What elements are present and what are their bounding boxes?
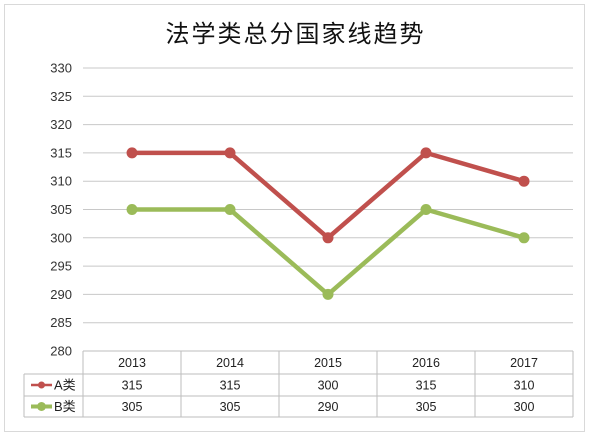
- y-tick-label: 305: [50, 202, 72, 217]
- chart-title: 法学类总分国家线趋势: [165, 20, 426, 48]
- data-point: [322, 232, 334, 244]
- data-point: [126, 204, 138, 215]
- x-category-label: 2016: [412, 356, 440, 370]
- x-category-label: 2014: [216, 356, 244, 370]
- y-tick-label: 315: [50, 145, 72, 160]
- y-tick-label: 325: [50, 89, 72, 104]
- data-point: [518, 232, 530, 244]
- series-line: [129, 150, 527, 241]
- y-tick-label: 330: [50, 61, 72, 76]
- data-label: 315: [416, 379, 437, 393]
- x-category-label: 2015: [314, 356, 342, 370]
- data-label: 305: [122, 400, 143, 414]
- y-tick-label: 320: [50, 117, 72, 132]
- data-point: [420, 204, 432, 215]
- y-tick-label: 290: [50, 287, 72, 302]
- y-tick-label: 310: [50, 174, 72, 189]
- gridlines: [83, 67, 573, 324]
- data-table: 2013 2014 2015 2016 2017 A类 315 315 300 315 310 B类 3…: [23, 350, 574, 418]
- data-point: [518, 175, 530, 187]
- series-line: [129, 207, 527, 297]
- data-point: [224, 204, 236, 215]
- data-label: 300: [318, 379, 339, 393]
- data-label: 315: [220, 379, 241, 393]
- data-label: 305: [220, 400, 241, 414]
- x-category-label: 2013: [118, 356, 146, 370]
- data-label: 305: [416, 400, 437, 414]
- legend-marker: [38, 381, 45, 389]
- legend-label: B类: [54, 399, 76, 414]
- data-point: [420, 147, 432, 159]
- data-label: 300: [514, 400, 535, 414]
- data-point: [322, 288, 334, 300]
- y-tick-label: 280: [50, 344, 72, 359]
- x-category-label: 2017: [510, 356, 538, 370]
- series-layer: [126, 147, 530, 300]
- y-tick-label: 285: [50, 315, 72, 330]
- data-label: 310: [514, 379, 535, 393]
- legend-label: A类: [54, 378, 76, 393]
- data-point: [224, 147, 236, 159]
- chart-frame: [4, 4, 585, 432]
- data-point: [126, 147, 138, 159]
- y-axis: 330 325 320 315 310 305 300 295 290 285 280: [50, 61, 72, 359]
- y-tick-label: 295: [50, 259, 72, 274]
- legend-marker: [37, 402, 46, 411]
- data-label: 315: [122, 379, 143, 393]
- y-tick-label: 300: [50, 230, 72, 245]
- data-label: 290: [318, 400, 339, 414]
